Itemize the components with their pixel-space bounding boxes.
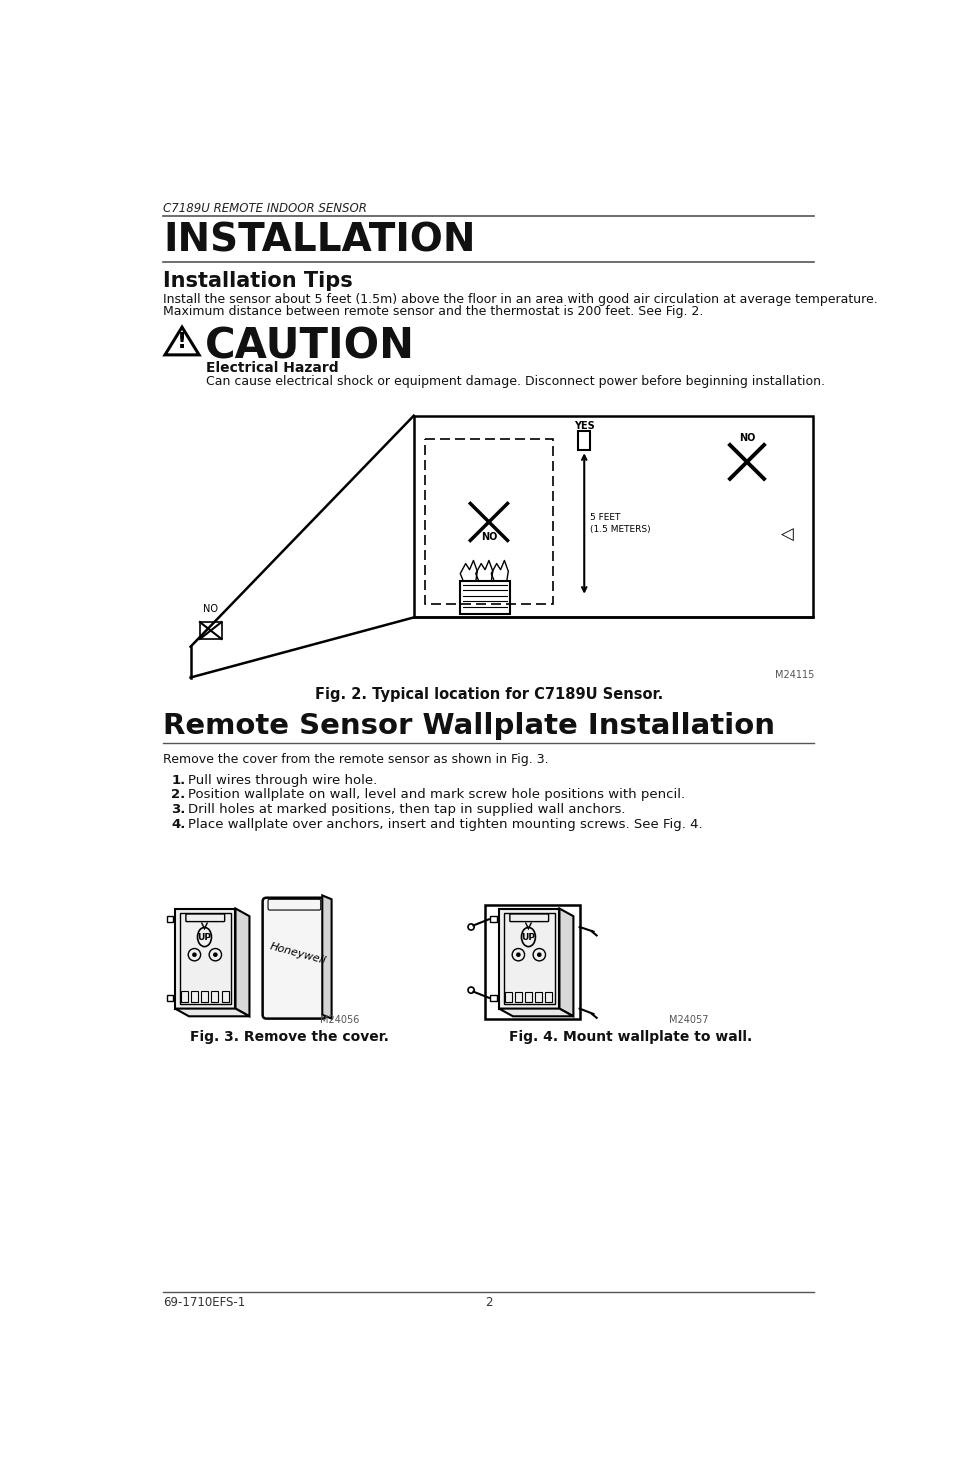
Text: Drill holes at marked positions, then tap in supplied wall anchors.: Drill holes at marked positions, then ta… (188, 802, 625, 816)
Text: 1.: 1. (171, 774, 185, 786)
Text: 2.: 2. (171, 788, 185, 801)
Polygon shape (322, 895, 332, 1019)
Polygon shape (174, 909, 235, 1009)
Text: Honeywell: Honeywell (269, 941, 327, 966)
Text: Electrical Hazard: Electrical Hazard (206, 361, 338, 375)
Text: 3.: 3. (171, 802, 185, 816)
Text: M24057: M24057 (668, 1015, 707, 1025)
Text: Can cause electrical shock or equipment damage. Disconnect power before beginnin: Can cause electrical shock or equipment … (206, 375, 824, 388)
Text: Remote Sensor Wallplate Installation: Remote Sensor Wallplate Installation (163, 712, 775, 740)
Polygon shape (498, 1009, 573, 1016)
Text: 69-1710EFS-1: 69-1710EFS-1 (163, 1297, 246, 1308)
Text: UP: UP (197, 934, 212, 943)
Text: Fig. 4. Mount wallplate to wall.: Fig. 4. Mount wallplate to wall. (509, 1030, 752, 1044)
Text: NO: NO (480, 532, 497, 541)
Circle shape (192, 953, 196, 957)
Circle shape (537, 953, 541, 957)
Text: Position wallplate on wall, level and mark screw hole positions with pencil.: Position wallplate on wall, level and ma… (188, 788, 684, 801)
Text: Maximum distance between remote sensor and the thermostat is 200 feet. See Fig. : Maximum distance between remote sensor a… (163, 305, 703, 317)
Text: UP: UP (521, 934, 535, 943)
FancyBboxPatch shape (262, 898, 326, 1019)
Text: Remove the cover from the remote sensor as shown in Fig. 3.: Remove the cover from the remote sensor … (163, 752, 549, 766)
Text: M24056: M24056 (320, 1015, 359, 1025)
Text: !: ! (176, 332, 187, 353)
Text: ◁: ◁ (781, 527, 793, 544)
Text: CAUTION: CAUTION (205, 326, 415, 367)
Text: Fig. 2. Typical location for C7189U Sensor.: Fig. 2. Typical location for C7189U Sens… (314, 687, 662, 702)
Text: Install the sensor about 5 feet (1.5m) above the floor in an area with good air : Install the sensor about 5 feet (1.5m) a… (163, 292, 878, 305)
Text: Installation Tips: Installation Tips (163, 271, 353, 291)
Polygon shape (235, 909, 249, 1016)
Text: Fig. 3. Remove the cover.: Fig. 3. Remove the cover. (190, 1030, 389, 1044)
Text: YES: YES (574, 420, 594, 431)
Text: NO: NO (738, 434, 755, 444)
Polygon shape (558, 909, 573, 1016)
Text: INSTALLATION: INSTALLATION (163, 221, 476, 260)
Polygon shape (498, 909, 558, 1009)
Text: 2: 2 (485, 1297, 492, 1308)
Text: C7189U REMOTE INDOOR SENSOR: C7189U REMOTE INDOOR SENSOR (163, 202, 367, 215)
Text: Pull wires through wire hole.: Pull wires through wire hole. (188, 774, 377, 786)
Circle shape (516, 953, 520, 957)
Text: 5 FEET
(1.5 METERS): 5 FEET (1.5 METERS) (590, 513, 650, 534)
Text: Place wallplate over anchors, insert and tighten mounting screws. See Fig. 4.: Place wallplate over anchors, insert and… (188, 817, 702, 830)
Polygon shape (174, 1009, 249, 1016)
Circle shape (213, 953, 217, 957)
Text: 4.: 4. (171, 817, 185, 830)
Text: NO: NO (203, 605, 218, 615)
Text: M24115: M24115 (774, 670, 814, 680)
